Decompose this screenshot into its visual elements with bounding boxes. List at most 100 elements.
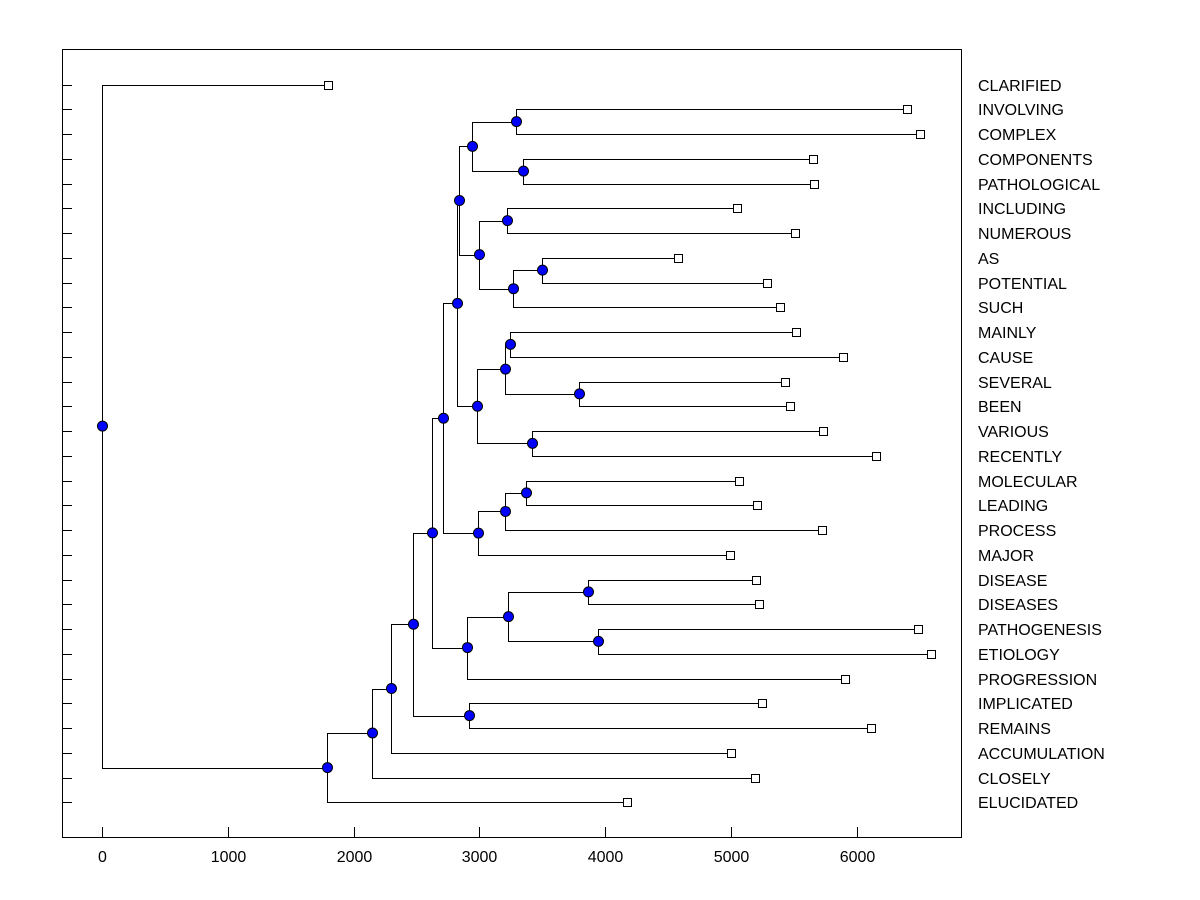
merge-node-n_sb [574, 388, 585, 400]
leaf-label-process: PROCESS [978, 523, 1056, 540]
leaf-marker-molecular [735, 477, 744, 486]
leaf-label-mainly: MAINLY [978, 325, 1037, 342]
link-n_mlpm-major [478, 533, 726, 556]
merge-node-n_b [367, 727, 378, 739]
link-n_g-n_dis [467, 617, 509, 648]
merge-node-n_j [472, 400, 483, 412]
link-n_j-n_vr [477, 406, 533, 444]
leaf-label-several: SEVERAL [978, 375, 1052, 392]
link-n_e-n_f [432, 418, 444, 533]
link-n_c-accumulation [391, 688, 727, 754]
leaf-label-complex: COMPLEX [978, 127, 1057, 144]
link-n_root-clarified [102, 85, 324, 427]
leaf-label-major: MAJOR [978, 548, 1034, 565]
leaf-marker-clarified [324, 81, 333, 90]
merge-node-n_e [427, 527, 438, 539]
merge-node-n_a [322, 762, 333, 774]
link-n_mlp-n_ml [505, 493, 527, 512]
leaf-label-pathological: PATHOLOGICAL [978, 177, 1100, 194]
link-n_ic-involving [516, 109, 903, 122]
link-n_impl-remains [469, 715, 867, 729]
leaf-marker-been [786, 402, 795, 411]
link-n_vr-recently [532, 443, 872, 457]
leaf-label-various: VARIOUS [978, 424, 1049, 441]
merge-node-n_impl [464, 710, 475, 722]
link-n_k-n_cp [472, 146, 524, 172]
leaf-marker-involving [903, 105, 912, 114]
x-tick-label-2000: 2000 [337, 849, 373, 866]
link-n_dis-n_dd [508, 592, 589, 617]
leaf-marker-process [818, 526, 827, 535]
merge-node-n_root [97, 420, 108, 432]
leaf-label-as: AS [978, 251, 999, 268]
leaf-label-leading: LEADING [978, 498, 1048, 515]
merge-node-n_ic [511, 116, 522, 128]
leaf-label-disease: DISEASE [978, 573, 1047, 590]
merge-node-n_l [474, 249, 485, 261]
leaf-marker-cause [839, 353, 848, 362]
leaf-marker-such [776, 303, 785, 312]
link-n_b-n_c [372, 689, 392, 734]
link-n_b-closely [372, 733, 751, 779]
leaf-marker-implicated [758, 699, 767, 708]
link-n_ap-as [542, 258, 674, 271]
link-n_l-n_aps [479, 254, 514, 290]
leaf-label-molecular: MOLECULAR [978, 474, 1078, 491]
merge-node-n_pe [593, 635, 604, 647]
leaf-label-potential: POTENTIAL [978, 276, 1067, 293]
link-n_dis-n_pe [508, 616, 599, 642]
leaf-marker-complex [916, 130, 925, 139]
leaf-marker-pathological [810, 180, 819, 189]
leaf-marker-accumulation [727, 749, 736, 758]
link-n_c-n_d [391, 624, 414, 689]
merge-node-n_d [408, 618, 419, 630]
leaf-label-including: INCLUDING [978, 201, 1066, 218]
x-tick-label-5000: 5000 [714, 849, 750, 866]
leaf-label-involving: INVOLVING [978, 102, 1064, 119]
merge-node-n_g [462, 642, 473, 654]
leaf-marker-etiology [927, 650, 936, 659]
link-n_vr-various [532, 431, 819, 444]
link-n_h-n_j [457, 303, 478, 407]
leaf-label-implicated: IMPLICATED [978, 696, 1073, 713]
leaf-marker-recently [872, 452, 881, 461]
dendrogram-leaf-markers [324, 81, 936, 807]
x-tick-label-4000: 4000 [588, 849, 624, 866]
link-n_dd-disease [588, 580, 752, 592]
leaf-marker-progression [841, 675, 850, 684]
leaf-label-closely: CLOSELY [978, 771, 1051, 788]
leaf-label-numerous: NUMEROUS [978, 226, 1071, 243]
leaf-marker-leading [753, 501, 762, 510]
merge-node-n_dd [583, 586, 594, 598]
merge-node-n_ml [521, 487, 532, 499]
link-n_cp-pathological [523, 171, 810, 185]
link-n_mc-cause [510, 344, 839, 358]
merge-node-n_in [502, 215, 513, 227]
leaf-labels: CLARIFIED INVOLVING COMPLEX COMPONENTS PATHO… [978, 78, 1105, 812]
link-n_f-n_h [443, 303, 458, 419]
leaf-label-such: SUCH [978, 300, 1023, 317]
link-n_impl-implicated [469, 703, 758, 716]
link-n_mlp-process [505, 511, 818, 531]
link-n_f-n_mlpm [443, 418, 479, 534]
link-n_a-n_b [327, 733, 373, 768]
link-n_ml-molecular [526, 481, 735, 493]
plot-frame [62, 49, 962, 838]
merge-node-n_vr [527, 437, 538, 449]
link-n_g-progression [467, 647, 841, 680]
x-tick-label-6000: 6000 [840, 849, 876, 866]
leaf-marker-elucidated [623, 798, 632, 807]
leaf-marker-mainly [792, 328, 801, 337]
x-tick-label-3000: 3000 [462, 849, 498, 866]
link-n_mlpm-n_mlp [478, 511, 506, 534]
link-n_ic-complex [516, 121, 916, 135]
merge-node-n_h [452, 297, 463, 309]
leaf-label-remains: REMAINS [978, 721, 1051, 738]
leaf-label-etiology: ETIOLOGY [978, 647, 1060, 664]
merge-node-n_ap [537, 264, 548, 276]
merge-node-n_i [454, 195, 465, 207]
merge-node-n_mlp [500, 505, 511, 517]
leaf-label-diseases: DISEASES [978, 597, 1058, 614]
leaf-label-recently: RECENTLY [978, 449, 1062, 466]
leaf-marker-closely [751, 774, 760, 783]
